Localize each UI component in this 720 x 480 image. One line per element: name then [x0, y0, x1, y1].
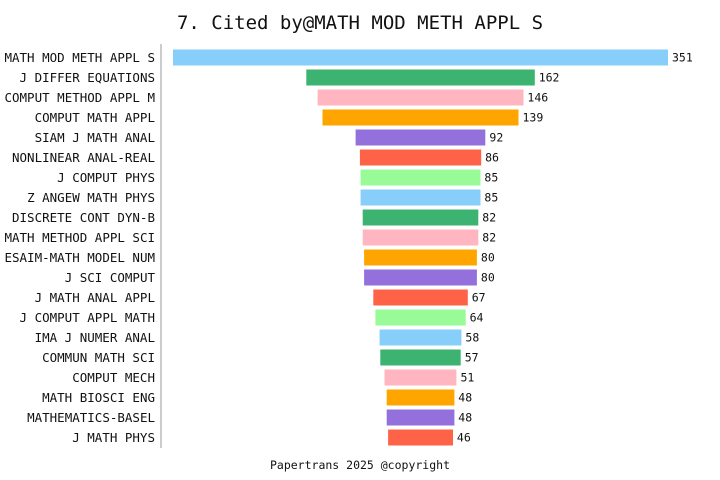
category-label: ESAIM-MATH MODEL NUM — [4, 250, 155, 265]
value-label: 139 — [523, 111, 544, 125]
bar — [386, 389, 455, 406]
value-label: 351 — [672, 51, 693, 65]
value-label: 92 — [489, 131, 503, 145]
bar — [359, 149, 482, 166]
category-label: NONLINEAR ANAL-REAL — [12, 150, 155, 165]
bar — [322, 109, 519, 126]
bar — [373, 289, 468, 306]
category-label: J DIFFER EQUATIONS — [20, 70, 155, 85]
category-label: J COMPUT PHYS — [57, 170, 155, 185]
bar — [173, 49, 668, 66]
chart-title: 7. Cited by@MATH MOD METH APPL S — [177, 12, 543, 34]
bar — [306, 69, 535, 86]
value-label: 67 — [472, 291, 486, 305]
category-label: MATH MOD METH APPL S — [4, 50, 155, 65]
category-label: MATH BIOSCI ENG — [42, 390, 155, 405]
category-label: MATH METHOD APPL SCI — [4, 230, 155, 245]
bar — [362, 209, 479, 226]
bar — [317, 89, 524, 106]
value-label: 64 — [470, 311, 484, 325]
category-label: J MATH ANAL APPL — [35, 290, 155, 305]
value-label: 162 — [539, 71, 560, 85]
value-label: 85 — [484, 191, 498, 205]
value-label: 48 — [458, 411, 472, 425]
value-label: 58 — [465, 331, 479, 345]
bar — [379, 329, 462, 346]
category-label: SIAM J MATH ANAL — [35, 130, 155, 145]
bar — [380, 349, 461, 366]
bar — [355, 129, 486, 146]
value-label: 48 — [458, 391, 472, 405]
category-label: J COMPUT APPL MATH — [20, 310, 155, 325]
category-label: COMPUT METHOD APPL M — [4, 90, 155, 105]
value-label: 86 — [485, 151, 499, 165]
value-label: 80 — [481, 251, 495, 265]
category-label: DISCRETE CONT DYN-B — [12, 210, 155, 225]
value-label: 51 — [461, 371, 475, 385]
value-labels-layer: 351 162 146 139 92 86 85 85 82 82 80 80 67 64 58 57 51 48… — [457, 51, 693, 445]
value-label: 57 — [465, 351, 479, 365]
value-label: 85 — [484, 171, 498, 185]
category-labels-layer: MATH MOD METH APPL S J DIFFER EQUATIONS CO… — [4, 50, 155, 445]
category-label: COMMUN MATH SCI — [42, 350, 155, 365]
bar — [375, 309, 466, 326]
bar — [364, 249, 477, 266]
value-label: 82 — [482, 231, 496, 245]
bar — [388, 429, 453, 446]
category-label: MATHEMATICS-BASEL — [27, 410, 155, 425]
category-label: Z ANGEW MATH PHYS — [27, 190, 155, 205]
bar — [384, 369, 457, 386]
category-label: COMPUT MECH — [72, 370, 155, 385]
bar — [362, 229, 479, 246]
category-label: COMPUT MATH APPL — [35, 110, 155, 125]
value-label: 82 — [482, 211, 496, 225]
bar — [360, 189, 481, 206]
copyright-footer: Papertrans 2025 @copyright — [270, 458, 450, 472]
bar — [386, 409, 455, 426]
bar — [360, 169, 481, 186]
value-label: 146 — [527, 91, 548, 105]
category-label: J SCI COMPUT — [65, 270, 156, 285]
bar — [364, 269, 477, 286]
category-label: J MATH PHYS — [72, 430, 155, 445]
category-label: IMA J NUMER ANAL — [35, 330, 155, 345]
value-label: 80 — [481, 271, 495, 285]
value-label: 46 — [457, 431, 471, 445]
bars-layer — [173, 49, 668, 446]
